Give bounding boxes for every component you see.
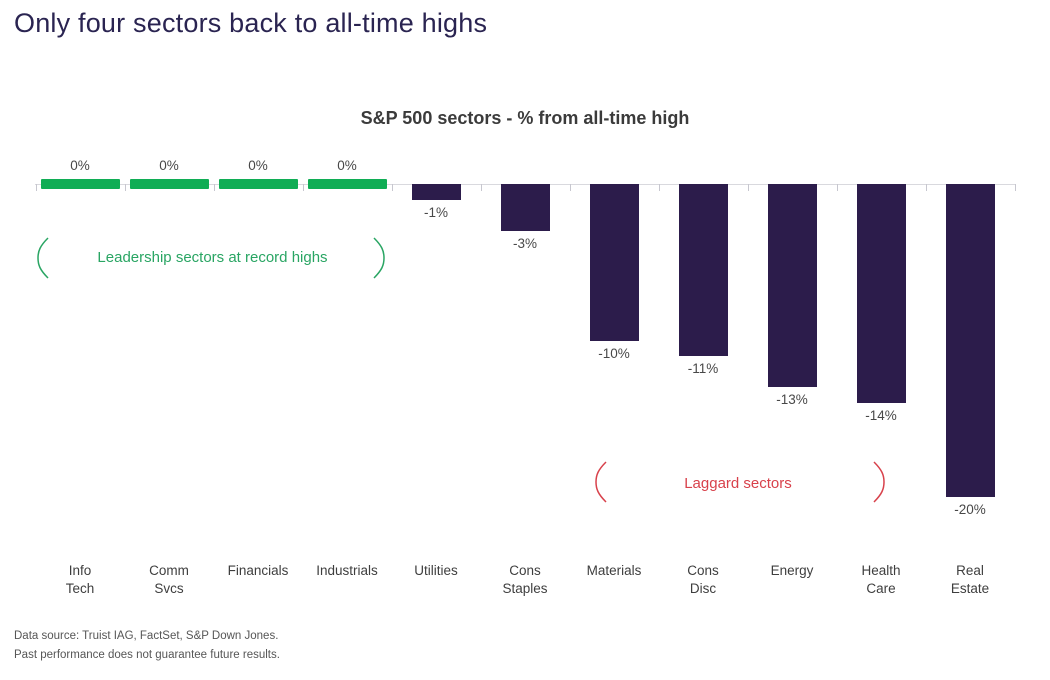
- bar-cons-disc: [678, 184, 728, 356]
- bar-info-tech: [40, 179, 120, 189]
- category-label-financials: Financials: [227, 563, 289, 578]
- chart-title: S&P 500 sectors - % from all-time high: [360, 108, 690, 128]
- value-label-energy: -13%: [776, 392, 808, 407]
- bar-real-estate: [945, 184, 995, 497]
- value-label-industrials: 0%: [337, 158, 357, 173]
- axis-tick: [925, 184, 927, 191]
- axis-tick: [569, 184, 571, 191]
- axis-tick: [747, 184, 749, 191]
- axis-tick: [391, 184, 393, 191]
- category-label-materials: Materials: [586, 563, 642, 578]
- axis-tick: [213, 184, 215, 191]
- axis-tick: [35, 184, 37, 191]
- axis-tick: [302, 184, 304, 191]
- axis-tick: [836, 184, 838, 191]
- footnote-source: Data source: Truist IAG, FactSet, S&P Do…: [14, 630, 279, 642]
- value-label-cons-disc: -11%: [687, 361, 719, 376]
- category-label-real-estate: Real Estate: [950, 563, 990, 596]
- category-label-cons-staples: Cons Staples: [502, 563, 548, 596]
- bar-cons-staples: [500, 184, 550, 231]
- laggard-bracket-open-icon: [595, 461, 607, 503]
- value-label-comm-svcs: 0%: [159, 158, 179, 173]
- category-label-energy: Energy: [770, 563, 814, 578]
- bar-health-care: [856, 184, 906, 403]
- bar-industrials: [307, 179, 387, 189]
- category-label-industrials: Industrials: [316, 563, 378, 578]
- bar-materials: [589, 184, 639, 341]
- value-label-real-estate: -20%: [954, 502, 986, 517]
- category-label-comm-svcs: Comm Svcs: [149, 563, 189, 596]
- page-title: Only four sectors back to all-time highs: [14, 8, 488, 38]
- category-label-utilities: Utilities: [414, 563, 458, 578]
- category-label-cons-disc: Cons Disc: [687, 563, 719, 596]
- laggard-bracket-close-icon: [873, 461, 885, 503]
- value-label-financials: 0%: [248, 158, 268, 173]
- bar-financials: [218, 179, 298, 189]
- axis-tick: [480, 184, 482, 191]
- bar-energy: [767, 184, 817, 387]
- axis-tick: [658, 184, 660, 191]
- category-label-info-tech: Info Tech: [65, 563, 95, 596]
- value-label-materials: -10%: [598, 346, 630, 361]
- value-label-utilities: -1%: [423, 205, 448, 220]
- footnote-disclaimer: Past performance does not guarantee futu…: [14, 649, 280, 661]
- value-label-cons-staples: -3%: [512, 236, 537, 251]
- value-label-info-tech: 0%: [70, 158, 90, 173]
- bar-utilities: [411, 184, 461, 200]
- value-label-health-care: -14%: [865, 408, 897, 423]
- axis-tick: [124, 184, 126, 191]
- laggard-annotation: Laggard sectors: [684, 475, 792, 492]
- leadership-bracket-open-icon: [37, 237, 49, 279]
- axis-tick: [1014, 184, 1016, 191]
- leadership-bracket-close-icon: [373, 237, 385, 279]
- bar-comm-svcs: [129, 179, 209, 189]
- category-label-health-care: Health Care: [861, 563, 901, 596]
- leadership-annotation: Leadership sectors at record highs: [97, 249, 328, 266]
